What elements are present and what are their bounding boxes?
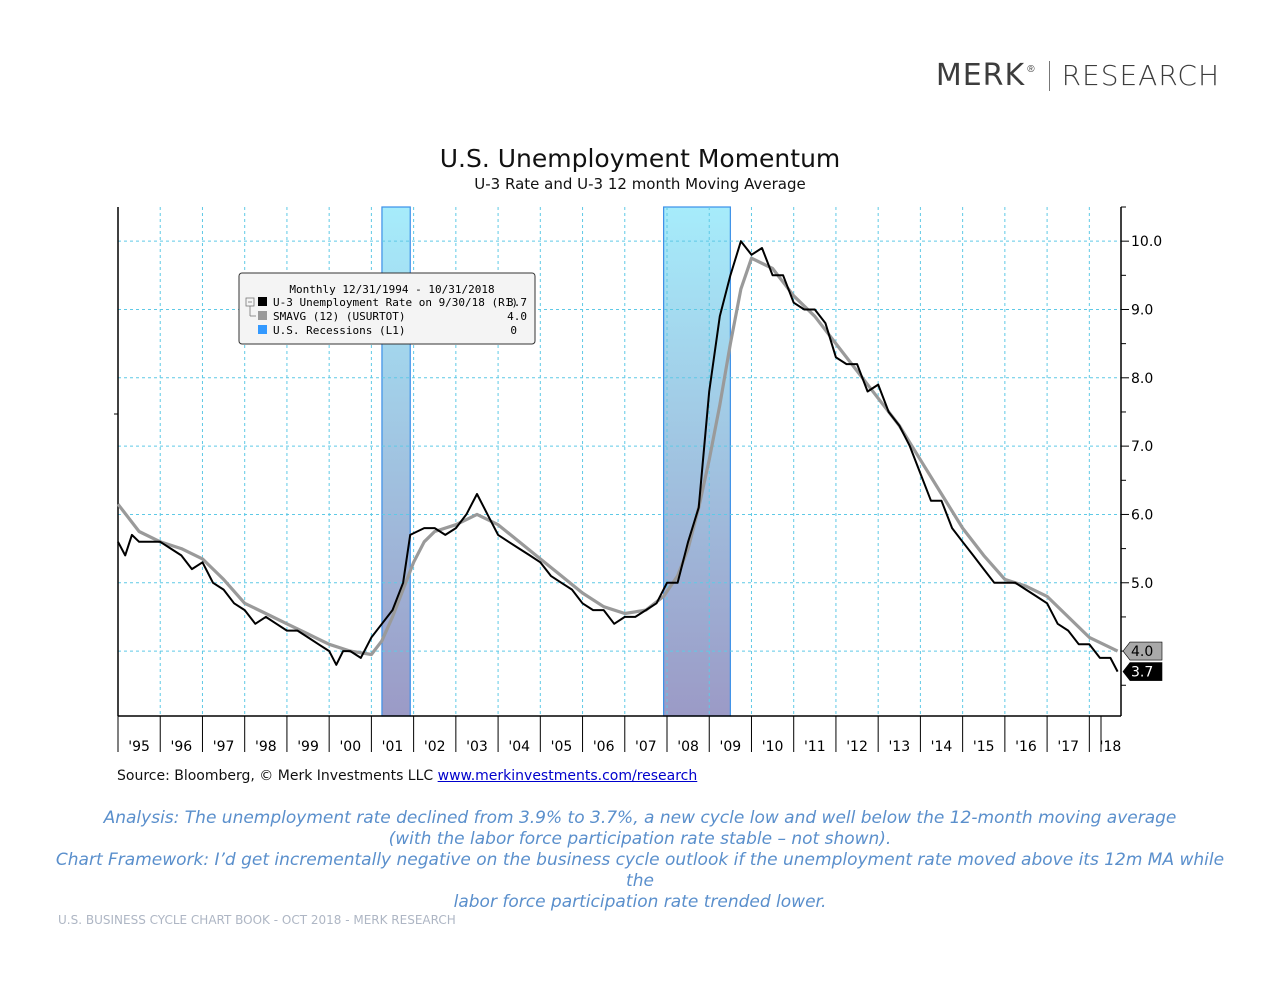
y-tick-label: 9.0	[1131, 302, 1153, 318]
logo-registered-mark: ®	[1027, 64, 1035, 75]
y-tick-label: 6.0	[1131, 507, 1153, 523]
legend-label-smavg: SMAVG (12) (USURTOT)	[273, 310, 405, 323]
legend-swatch-recessions	[258, 325, 267, 334]
legend-swatch-smavg	[258, 311, 267, 320]
x-tick-label: '13	[888, 739, 910, 755]
legend-background	[238, 272, 536, 345]
x-tick-label: '16	[1015, 739, 1037, 755]
x-tick-label: '97	[213, 739, 235, 755]
analysis-text: Analysis: The unemployment rate declined…	[40, 808, 1240, 913]
x-tick-label: '18	[1100, 739, 1122, 755]
x-tick-label: '03	[466, 739, 488, 755]
series-line-u3-rate	[117, 240, 1119, 673]
logo-division: RESEARCH	[1061, 59, 1220, 92]
y-tick-label: 10.0	[1131, 234, 1162, 250]
y-tick-label: 5.0	[1131, 576, 1153, 592]
legend-label-u3: U-3 Unemployment Rate on 9/30/18 (R1)	[273, 296, 518, 309]
x-tick-label: '00	[339, 739, 361, 755]
x-tick-label: '95	[128, 739, 150, 755]
x-tick-label: '17	[1057, 739, 1079, 755]
axes: 5.0 6.0 7.0 8.0 9.0 10.0 '95 '96 '97 '98 '99 '00 '01…	[114, 206, 1162, 755]
x-tick-label: '98	[255, 739, 277, 755]
series-layer	[116, 240, 1119, 673]
x-tick-label: '09	[720, 739, 742, 755]
last-value-text: 3.7	[1131, 665, 1153, 681]
chart-title: U.S. Unemployment Momentum	[439, 144, 841, 173]
chart-svg: 5.0 6.0 7.0 8.0 9.0 10.0 '95 '96 '97 '98 '99 '00 '01…	[114, 206, 1163, 755]
last-value-text: 4.0	[1131, 644, 1153, 660]
framework-line-2: labor force participation rate trended l…	[453, 892, 827, 912]
y-tick-label: 7.0	[1131, 439, 1153, 455]
last-value-flag	[1122, 641, 1163, 661]
footer-caption: U.S. BUSINESS CYCLE CHART BOOK - OCT 201…	[58, 913, 456, 927]
legend-header: Monthly 12/31/1994 - 10/31/2018	[289, 283, 494, 296]
series-line-smavg-12	[116, 256, 1119, 657]
x-tick-label: '11	[804, 739, 826, 755]
chart-subtitle: U-3 Rate and U-3 12 month Moving Average	[474, 175, 806, 193]
x-tick-label: '12	[846, 739, 868, 755]
x-tick-label: '04	[508, 739, 530, 755]
last-value-flag	[1122, 662, 1163, 681]
x-tick-label: '06	[593, 739, 615, 755]
legend-value-u3: 3.7	[507, 296, 527, 309]
legend-box: Monthly 12/31/1994 - 10/31/2018 U-3 Unem…	[238, 272, 536, 345]
legend-value-recessions: 0	[510, 324, 517, 337]
analysis-line-2: (with the labor force participation rate…	[388, 829, 892, 849]
merk-research-logo: MERK ® RESEARCH	[936, 58, 1220, 93]
logo-divider	[1048, 60, 1050, 91]
x-tick-label: '05	[551, 739, 573, 755]
x-tick-label: '10	[762, 739, 784, 755]
x-tick-label: '08	[677, 739, 699, 755]
logo-brand: MERK	[935, 58, 1026, 93]
source-link[interactable]: www.merkinvestments.com/research	[437, 768, 698, 784]
x-tick-label: '01	[382, 739, 404, 755]
framework-line-1: Chart Framework: I’d get incrementally n…	[55, 850, 1225, 891]
source-text: Source: Bloomberg, © Merk Investments LL…	[117, 768, 434, 784]
recession-band-1	[663, 206, 731, 717]
legend-swatch-u3	[258, 297, 267, 306]
x-tick-label: '07	[635, 739, 657, 755]
legend-label-recessions: U.S. Recessions (L1)	[273, 324, 405, 337]
legend-value-smavg: 4.0	[507, 310, 527, 323]
x-tick-label: '99	[297, 739, 319, 755]
x-tick-label: '02	[424, 739, 446, 755]
x-tick-label: '15	[973, 739, 995, 755]
last-value-labels: 3.74.0	[1122, 641, 1163, 681]
y-tick-label: 8.0	[1131, 371, 1153, 387]
analysis-line-1: Analysis: The unemployment rate declined…	[103, 808, 1177, 828]
x-tick-label: '14	[931, 739, 953, 755]
source-note: Source: Bloomberg, © Merk Investments LL…	[117, 768, 697, 784]
x-tick-label: '96	[171, 739, 193, 755]
